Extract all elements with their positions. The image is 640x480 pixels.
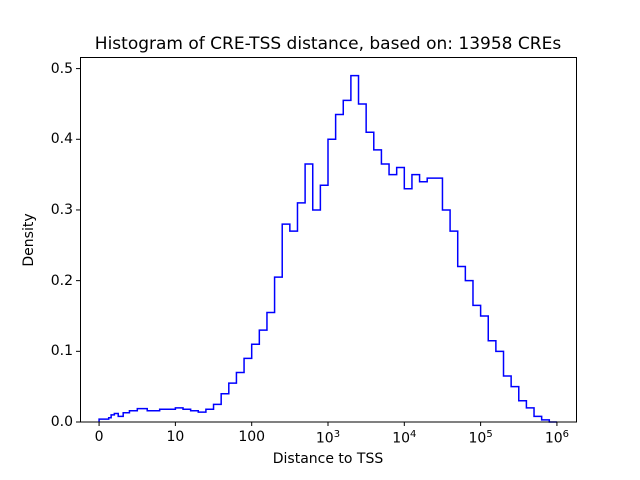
y-tick-label: 0.1 [50,343,73,360]
y-axis-label: Density [21,213,37,267]
tick-marks [76,68,558,426]
x-tick-label: 104 [392,429,417,447]
x-axis-label: Distance to TSS [272,451,384,467]
y-tick-label: 0.0 [50,414,73,430]
x-tick-label: 10 [166,429,185,445]
y-tick-label: 0.3 [50,201,73,218]
axes-box [80,57,577,423]
x-tick-label: 0 [94,429,104,445]
histogram-step-line [98,74,557,423]
x-tick-label: 106 [544,429,570,447]
x-tick-label: 100 [238,429,266,445]
chart-title: Histogram of CRE-TSS distance, based on:… [94,34,562,54]
y-tick-label: 0.4 [50,131,73,148]
x-tick-label: 103 [315,429,341,447]
y-tick-label: 0.5 [50,60,73,77]
x-tick-label: 105 [468,429,493,447]
y-tick-label: 0.2 [50,272,73,289]
